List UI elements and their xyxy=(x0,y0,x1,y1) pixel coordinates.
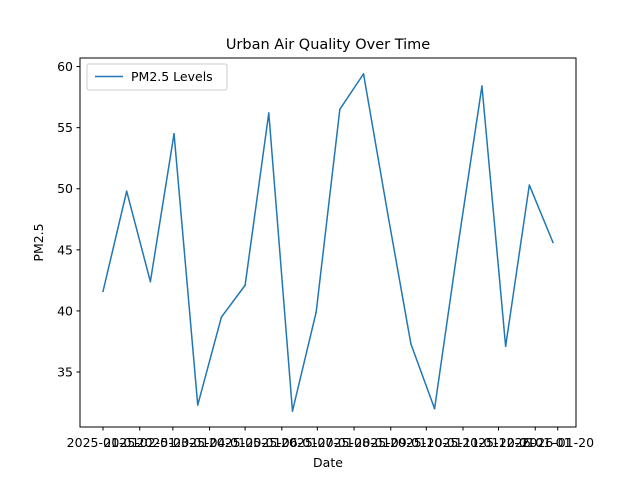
data-point xyxy=(267,112,270,114)
data-point xyxy=(386,209,389,212)
axis-ticks: 35 40 45 50 55 60 2025-01-012025-02-012025-03-… xyxy=(57,59,594,450)
y-axis-label: PM2.5 xyxy=(31,223,46,261)
y-tick-label: 50 xyxy=(57,181,73,196)
data-point xyxy=(291,410,294,412)
x-tick-label: 2025-08-01 xyxy=(318,435,391,450)
plot-area xyxy=(80,58,576,427)
x-tick-label: 2025-02-01 xyxy=(103,435,176,450)
data-point xyxy=(504,345,507,348)
data-point xyxy=(315,311,317,313)
legend-label: PM2.5 Levels xyxy=(131,69,213,84)
series-line xyxy=(102,73,554,412)
y-tick-label: 35 xyxy=(57,365,73,380)
x-tick-label: 2025-11-01 xyxy=(427,435,500,450)
chart-title: Urban Air Quality Over Time xyxy=(226,37,430,53)
x-tick-label: 2025-05-01 xyxy=(209,435,282,450)
series-layer xyxy=(102,73,554,412)
x-tick-label: 2025-07-01 xyxy=(281,435,354,450)
x-tick-label: 2025-10-01 xyxy=(390,435,463,450)
y-tick-label: 55 xyxy=(57,120,73,135)
data-point xyxy=(433,407,436,410)
y-tick-label: 60 xyxy=(57,59,73,74)
data-point xyxy=(552,241,554,244)
data-point xyxy=(410,343,412,345)
x-tick-label: 2025-03-01 xyxy=(137,435,210,450)
x-tick-label: 2025-06-01 xyxy=(245,435,318,450)
legend: PM2.5 Levels xyxy=(86,63,228,91)
legend-box xyxy=(86,63,228,91)
data-point xyxy=(339,108,341,111)
data-point xyxy=(457,242,460,245)
x-tick-label: 2025-12-01 xyxy=(462,435,535,450)
data-point xyxy=(149,280,152,283)
x-tick-label: 2025-09-01 xyxy=(354,435,427,450)
data-point xyxy=(173,132,175,135)
x-tick-label: 2026-01-01 xyxy=(499,435,572,450)
data-point xyxy=(125,190,128,192)
data-point xyxy=(481,85,483,87)
data-point xyxy=(362,73,365,75)
x-tick-label: 2025-04-01 xyxy=(173,435,246,450)
x-axis-label: Date xyxy=(313,455,343,470)
y-tick-label: 45 xyxy=(57,242,73,257)
data-point xyxy=(244,284,246,287)
y-tick-label: 40 xyxy=(57,303,73,318)
plot-frame xyxy=(79,57,577,428)
x-tick-label: 2025-01-01 xyxy=(67,435,140,450)
data-point xyxy=(528,184,531,186)
data-point xyxy=(220,316,223,318)
data-point xyxy=(196,404,199,406)
data-point xyxy=(102,290,104,293)
x-tick-label: 2026-01-20 xyxy=(521,435,594,450)
